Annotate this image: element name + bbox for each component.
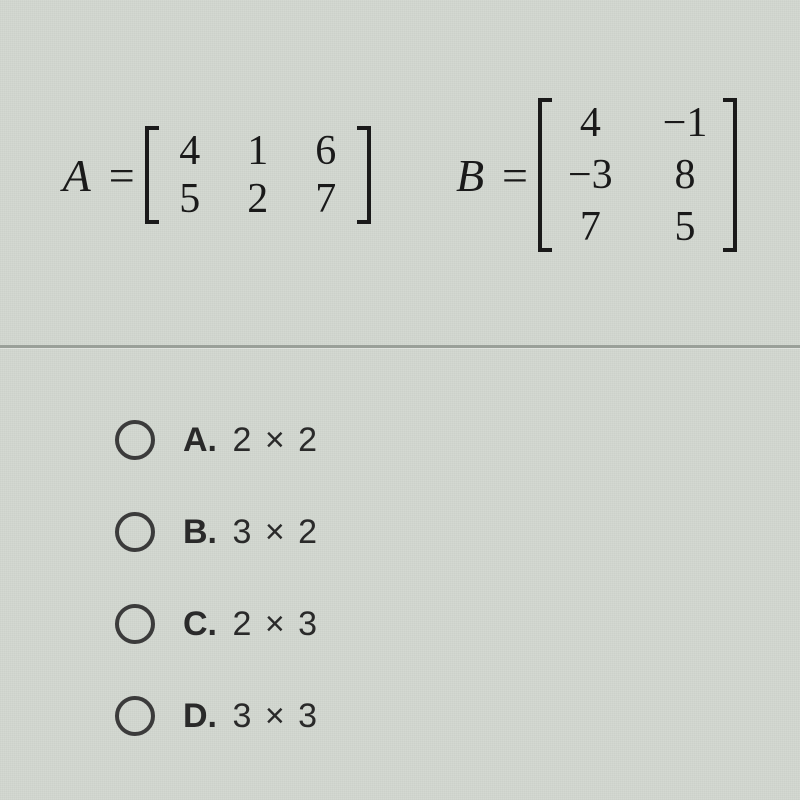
option-right: 2 bbox=[298, 421, 317, 459]
option-a[interactable]: A. 2 × 2 bbox=[115, 420, 317, 460]
matrix-b-cell: 4 bbox=[565, 100, 615, 146]
equals-sign: = bbox=[502, 149, 528, 202]
option-left: 3 bbox=[232, 513, 251, 551]
left-bracket-icon bbox=[145, 126, 159, 224]
equations-row: A = 4 1 6 5 2 7 B = 4 −1 −3 8 7 bbox=[0, 50, 800, 300]
times-icon: × bbox=[265, 605, 285, 643]
option-c-label: C. 2 × 3 bbox=[183, 605, 317, 644]
matrix-b-cell: 8 bbox=[660, 152, 710, 198]
option-c[interactable]: C. 2 × 3 bbox=[115, 604, 317, 644]
matrix-a-cell: 4 bbox=[165, 128, 215, 174]
times-icon: × bbox=[265, 421, 285, 459]
matrix-a-cell: 1 bbox=[233, 128, 283, 174]
right-bracket-icon bbox=[723, 98, 737, 253]
radio-icon[interactable] bbox=[115, 512, 155, 552]
option-right: 3 bbox=[298, 697, 317, 735]
matrix-b-cells: 4 −1 −3 8 7 5 bbox=[552, 98, 723, 253]
radio-icon[interactable] bbox=[115, 604, 155, 644]
matrix-a-cells: 4 1 6 5 2 7 bbox=[159, 126, 357, 224]
matrix-a-equation: A = 4 1 6 5 2 7 bbox=[63, 126, 371, 224]
option-letter: C. bbox=[183, 605, 217, 643]
matrix-a-cell: 5 bbox=[165, 176, 215, 222]
radio-icon[interactable] bbox=[115, 420, 155, 460]
matrix-b: 4 −1 −3 8 7 5 bbox=[538, 98, 737, 253]
matrix-a-cell: 2 bbox=[233, 176, 283, 222]
option-right: 3 bbox=[298, 605, 317, 643]
times-icon: × bbox=[265, 513, 285, 551]
matrix-b-cell: 7 bbox=[565, 204, 615, 250]
matrix-a-cell: 6 bbox=[301, 128, 351, 174]
matrix-b-cell: −1 bbox=[653, 100, 718, 146]
option-left: 2 bbox=[232, 605, 251, 643]
matrix-b-equation: B = 4 −1 −3 8 7 5 bbox=[456, 98, 737, 253]
option-d[interactable]: D. 3 × 3 bbox=[115, 696, 317, 736]
section-divider bbox=[0, 345, 800, 348]
matrix-a: 4 1 6 5 2 7 bbox=[145, 126, 371, 224]
matrix-b-cell: 5 bbox=[660, 204, 710, 250]
equals-sign: = bbox=[109, 149, 135, 202]
option-left: 2 bbox=[232, 421, 251, 459]
right-bracket-icon bbox=[357, 126, 371, 224]
option-left: 3 bbox=[232, 697, 251, 735]
matrix-b-name: B bbox=[456, 149, 484, 202]
matrix-b-cell: −3 bbox=[558, 152, 623, 198]
times-icon: × bbox=[265, 697, 285, 735]
option-a-label: A. 2 × 2 bbox=[183, 421, 317, 460]
option-letter: D. bbox=[183, 697, 217, 735]
matrix-a-cell: 7 bbox=[301, 176, 351, 222]
option-b-label: B. 3 × 2 bbox=[183, 513, 317, 552]
option-b[interactable]: B. 3 × 2 bbox=[115, 512, 317, 552]
option-letter: A. bbox=[183, 421, 217, 459]
matrix-a-name: A bbox=[63, 149, 91, 202]
left-bracket-icon bbox=[538, 98, 552, 253]
radio-icon[interactable] bbox=[115, 696, 155, 736]
option-letter: B. bbox=[183, 513, 217, 551]
answer-options: A. 2 × 2 B. 3 × 2 C. 2 × 3 D. 3 × 3 bbox=[115, 420, 317, 736]
option-d-label: D. 3 × 3 bbox=[183, 697, 317, 736]
option-right: 2 bbox=[298, 513, 317, 551]
